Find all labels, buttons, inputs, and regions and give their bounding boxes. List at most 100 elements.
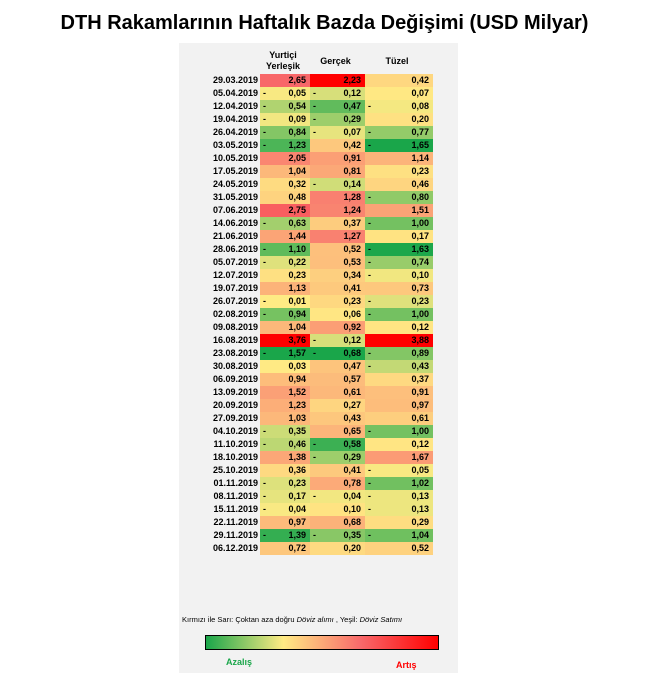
value: 0,74 [411, 257, 429, 267]
value-cell: - 0,47 [310, 100, 365, 113]
value: 0,12 [343, 335, 361, 345]
sign: - [263, 296, 266, 306]
value-cell: 0,53 [310, 256, 365, 269]
sign [313, 516, 319, 529]
value: 0,35 [288, 426, 306, 436]
note-text: Kırmızı ile Sarı: Çoktan aza doğru [182, 615, 297, 624]
value-cell: 2,75 [260, 204, 310, 217]
value-cell: - 0,74 [365, 256, 433, 269]
table-row: 19.04.2019-0,09-0,29 0,20 [204, 113, 433, 126]
sign: - [263, 439, 266, 449]
value: 1,14 [411, 153, 429, 163]
table-row: 08.11.2019-0,17-0,04-0,13 [204, 490, 433, 503]
sign [313, 243, 319, 256]
value-cell: - 1,65 [365, 139, 433, 152]
value-cell: 2,23 [310, 74, 365, 87]
value-cell: 0,20 [365, 113, 433, 126]
table-row: 17.05.2019 1,04 0,81 0,23 [204, 165, 433, 178]
value: 1,39 [288, 530, 306, 540]
value: 0,48 [288, 192, 306, 202]
sign: - [313, 452, 316, 462]
value-cell: - 0,14 [310, 178, 365, 191]
value: 1,28 [343, 192, 361, 202]
value-cell: 1,38 [260, 451, 310, 464]
value-cell: - 0,13 [365, 503, 433, 516]
table-row: 04.10.2019-0,35 0,65-1,00 [204, 425, 433, 438]
row-date: 17.05.2019 [204, 165, 260, 178]
value-cell: 0,32 [260, 178, 310, 191]
row-date: 01.11.2019 [204, 477, 260, 490]
value: 0,12 [343, 88, 361, 98]
value: 1,04 [411, 530, 429, 540]
sign [313, 165, 319, 178]
row-date: 27.09.2019 [204, 412, 260, 425]
value-cell: - 0,17 [260, 490, 310, 503]
value: 0,23 [343, 296, 361, 306]
value: 0,58 [343, 439, 361, 449]
sign: - [313, 101, 316, 111]
value: 0,12 [411, 322, 429, 332]
value: 0,10 [343, 504, 361, 514]
row-date: 16.08.2019 [204, 334, 260, 347]
value: 0,23 [411, 296, 429, 306]
row-date: 21.06.2019 [204, 230, 260, 243]
value: 0,41 [343, 283, 361, 293]
value: 0,05 [411, 465, 429, 475]
sign: - [313, 88, 316, 98]
sign: - [313, 114, 316, 124]
value-cell: 1,67 [365, 451, 433, 464]
row-date: 19.04.2019 [204, 113, 260, 126]
sign: - [263, 504, 266, 514]
sign: - [368, 296, 371, 306]
value-cell: 0,47 [310, 360, 365, 373]
value-cell: 0,41 [310, 282, 365, 295]
value-cell: 1,28 [310, 191, 365, 204]
value-cell: - 0,10 [365, 269, 433, 282]
value: 1,00 [411, 218, 429, 228]
row-date: 26.04.2019 [204, 126, 260, 139]
value-cell: 0,20 [310, 542, 365, 555]
value: 0,06 [343, 309, 361, 319]
sign: - [313, 335, 316, 345]
sign [313, 295, 319, 308]
sign [263, 321, 269, 334]
table-row: 12.04.2019-0,54-0,47-0,08 [204, 100, 433, 113]
sign [313, 269, 319, 282]
table-row: 15.11.2019-0,04 0,10-0,13 [204, 503, 433, 516]
row-date: 13.09.2019 [204, 386, 260, 399]
color-scale-legend [205, 635, 439, 650]
value: 0,73 [411, 283, 429, 293]
value-cell: - 0,05 [365, 464, 433, 477]
sign [368, 451, 374, 464]
value-cell: 0,23 [310, 295, 365, 308]
value-cell: - 0,63 [260, 217, 310, 230]
sign: - [263, 530, 266, 540]
value: 0,57 [343, 374, 361, 384]
value: 0,89 [411, 348, 429, 358]
sign [313, 74, 319, 87]
row-date: 12.04.2019 [204, 100, 260, 113]
value-cell: 0,61 [365, 412, 433, 425]
value-cell: 0,42 [310, 139, 365, 152]
value: 0,14 [343, 179, 361, 189]
row-date: 04.10.2019 [204, 425, 260, 438]
value: 0,91 [343, 153, 361, 163]
row-date: 26.07.2019 [204, 295, 260, 308]
value: 0,04 [343, 491, 361, 501]
value: 0,13 [411, 491, 429, 501]
value-cell: - 0,05 [260, 87, 310, 100]
value: 1,04 [288, 166, 306, 176]
value-cell: - 0,46 [260, 438, 310, 451]
value: 0,78 [343, 478, 361, 488]
sign [313, 386, 319, 399]
value: 0,23 [288, 478, 306, 488]
row-date: 06.09.2019 [204, 373, 260, 386]
value: 0,17 [411, 231, 429, 241]
value: 0,27 [343, 400, 361, 410]
value: 1,04 [288, 322, 306, 332]
sign [263, 464, 269, 477]
row-date: 12.07.2019 [204, 269, 260, 282]
sign: - [368, 491, 371, 501]
value: 0,37 [343, 218, 361, 228]
value: 1,23 [288, 140, 306, 150]
